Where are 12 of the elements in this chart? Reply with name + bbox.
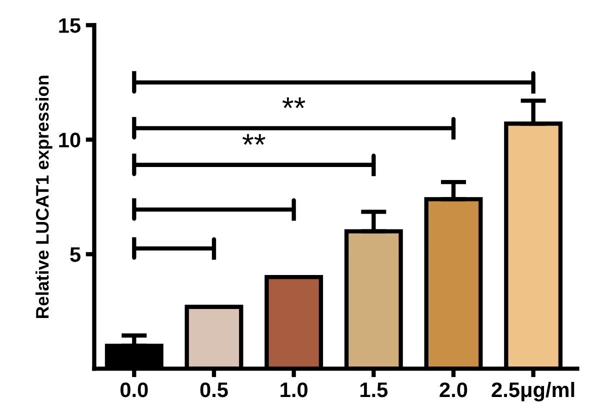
annotation: ** bbox=[282, 97, 306, 108]
x-tick-label: 1.5 bbox=[360, 382, 388, 398]
annotation: ** bbox=[242, 134, 266, 145]
y-tick-label: 10 bbox=[59, 132, 80, 148]
x-tick-label: 1.0 bbox=[280, 382, 308, 398]
y-tick-label: 15 bbox=[59, 18, 80, 33]
y-tick-label: 5 bbox=[70, 247, 80, 262]
y-axis-title: Relative LUCAT1 expression bbox=[35, 76, 52, 318]
x-tick-label: 0.5 bbox=[200, 382, 228, 398]
x-tick-label: 0.0 bbox=[120, 382, 148, 398]
x-tick-label: 2.5μg/ml bbox=[492, 382, 574, 402]
x-tick-label: 2.0 bbox=[440, 382, 468, 398]
